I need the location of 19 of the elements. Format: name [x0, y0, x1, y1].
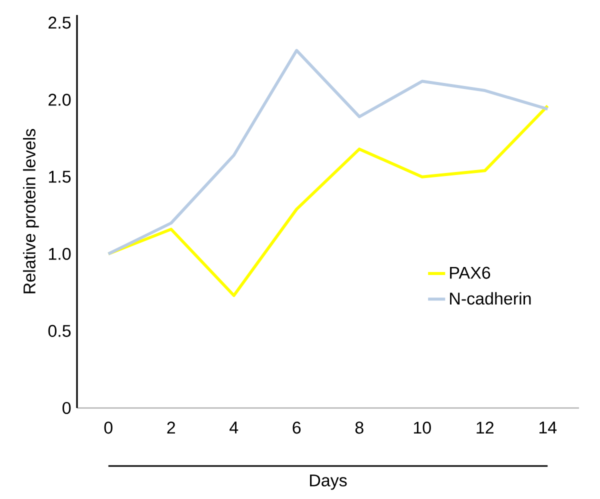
x-tick-label: 10	[414, 422, 431, 434]
legend-label: N-cadherin	[450, 292, 531, 305]
legend-label: PAX6	[450, 266, 490, 279]
y-axis-title: Relative protein levels	[22, 129, 39, 294]
y-tick-label: 2.0	[48, 94, 71, 106]
x-axis-title: Days	[310, 474, 347, 490]
x-tick-label: 2	[167, 422, 175, 434]
x-tick-label: 14	[539, 422, 557, 434]
line-series	[106, 48, 550, 256]
y-tick-label: 0.5	[48, 324, 71, 337]
y-tick-label: 1.0	[49, 248, 71, 260]
x-tick-label: 4	[230, 422, 238, 434]
y-tick-label: 0	[62, 402, 71, 414]
y-tick-label: 2.5	[48, 16, 71, 29]
x-tick-label: 8	[355, 422, 364, 434]
y-tick-label: 1.5	[49, 170, 71, 183]
x-tick-label: 0	[104, 422, 112, 434]
x-tick-label: 6	[292, 422, 301, 434]
x-tick-label: 12	[476, 422, 494, 434]
